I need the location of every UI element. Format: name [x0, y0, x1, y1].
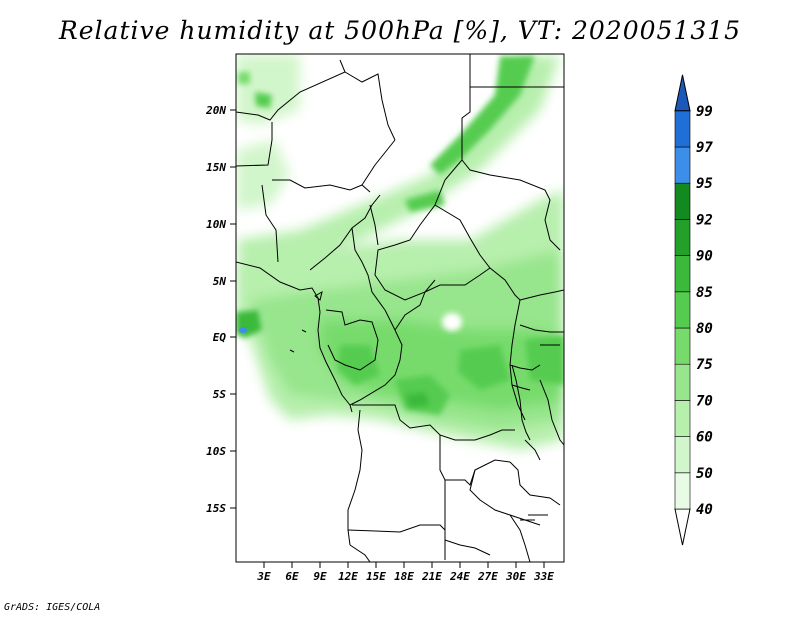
colorbar-label: 75 [696, 357, 713, 373]
colorbar-label: 85 [696, 285, 713, 301]
colorbar-label: 95 [696, 176, 713, 192]
colorbar-label: 40 [696, 502, 713, 518]
colorbar-label: 70 [696, 393, 713, 409]
colorbar-segment [674, 400, 691, 437]
colorbar-segment [674, 110, 691, 148]
lat-tick-label: EQ [213, 331, 227, 344]
colorbar-segment [674, 327, 691, 365]
colorbar-label: 97 [696, 140, 713, 156]
colorbar-low-triangle [674, 508, 691, 546]
colorbar-segment [674, 472, 691, 510]
colorbar-segment [674, 182, 691, 220]
lon-tick-label: 9E [313, 570, 327, 583]
chart-title: Relative humidity at 500hPa [%], VT: 202… [58, 16, 742, 45]
lat-axis: 20N 15N 10N 5N EQ 5S 10S 15S [205, 104, 236, 515]
colorbar-label: 90 [696, 249, 713, 265]
colorbar-label: 60 [696, 430, 713, 446]
colorbar-segment [674, 219, 691, 256]
lon-tick-label: 21E [421, 570, 442, 583]
lon-tick-label: 6E [285, 570, 299, 583]
colorbar-segment [674, 255, 691, 293]
lon-axis: 3E 6E 9E 12E 15E 18E 21E 24E 27E 30E 33E [256, 562, 554, 583]
colorbar-label: 80 [696, 321, 713, 337]
lon-tick-label: 33E [533, 570, 554, 583]
country-borders [236, 54, 564, 562]
lon-tick-label: 30E [505, 570, 526, 583]
lat-tick-label: 10S [206, 445, 226, 458]
lon-tick-label: 15E [366, 570, 386, 583]
lat-tick-label: 20N [205, 104, 226, 117]
colorbar-label: 92 [696, 212, 713, 228]
lat-tick-label: 15S [206, 502, 226, 515]
colorbar-segment [674, 146, 691, 184]
colorbar-label: 99 [696, 104, 713, 120]
colorbar-segment [674, 436, 691, 474]
map-frame [235, 53, 565, 563]
colorbar-segment [674, 363, 691, 401]
humidity-field [236, 54, 564, 562]
colorbar-high-triangle [674, 74, 691, 112]
lat-tick-label: 15N [206, 161, 226, 174]
lon-tick-label: 24E [449, 570, 470, 583]
lon-tick-label: 12E [338, 570, 358, 583]
lat-tick-label: 5S [213, 388, 227, 401]
lon-tick-label: 3E [256, 570, 271, 583]
grads-credit: GrADS: IGES/COLA [4, 602, 101, 613]
lon-tick-label: 18E [394, 570, 414, 583]
lat-tick-label: 10N [206, 218, 226, 231]
colorbar-label: 50 [696, 466, 713, 482]
colorbar-segment [674, 291, 691, 329]
colorbar: 40 50 60 70 75 80 85 90 92 95 97 99 [674, 74, 713, 546]
lon-tick-label: 27E [477, 570, 498, 583]
lat-tick-label: 5N [213, 275, 227, 288]
